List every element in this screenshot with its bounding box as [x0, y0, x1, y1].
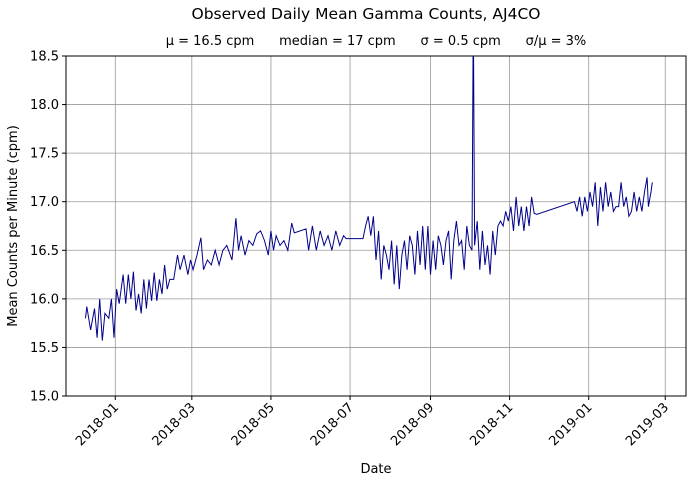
x-axis-label: Date	[360, 462, 391, 477]
y-tick-label: 17.0	[30, 195, 59, 210]
x-tick-label: 2018-05	[229, 400, 278, 449]
y-tick-label: 16.5	[30, 244, 59, 259]
chart-title: Observed Daily Mean Gamma Counts, AJ4CO	[192, 5, 541, 23]
y-tick-label: 17.5	[30, 147, 59, 162]
y-tick-label: 18.5	[30, 50, 59, 65]
grid	[66, 55, 686, 397]
y-axis: 15.0 15.5 16.0 16.5 17.0 17.5 18.0 18.5	[30, 50, 66, 405]
y-tick-label: 15.0	[30, 390, 59, 405]
x-tick-label: 2018-11	[467, 400, 516, 449]
plot-frame	[65, 55, 687, 397]
chart-subtitle: μ = 16.5 cpm median = 17 cpm σ = 0.5 cpm…	[166, 34, 587, 49]
x-tick-label: 2019-01	[547, 400, 596, 449]
y-tick-label: 18.0	[30, 98, 59, 113]
x-tick-label: 2019-03	[623, 400, 672, 449]
x-tick-label: 2018-07	[308, 400, 357, 449]
y-axis-label: Mean Counts per Minute (cpm)	[6, 125, 21, 327]
x-tick-label: 2018-09	[388, 400, 437, 449]
x-axis: 2018-01 2018-03 2018-05 2018-07 2018-09 2018-…	[73, 396, 672, 449]
y-tick-label: 16.0	[30, 292, 59, 307]
series-line	[85, 56, 653, 341]
x-tick-label: 2018-01	[73, 400, 122, 449]
y-tick-label: 15.5	[30, 341, 59, 356]
x-tick-label: 2018-03	[150, 400, 199, 449]
